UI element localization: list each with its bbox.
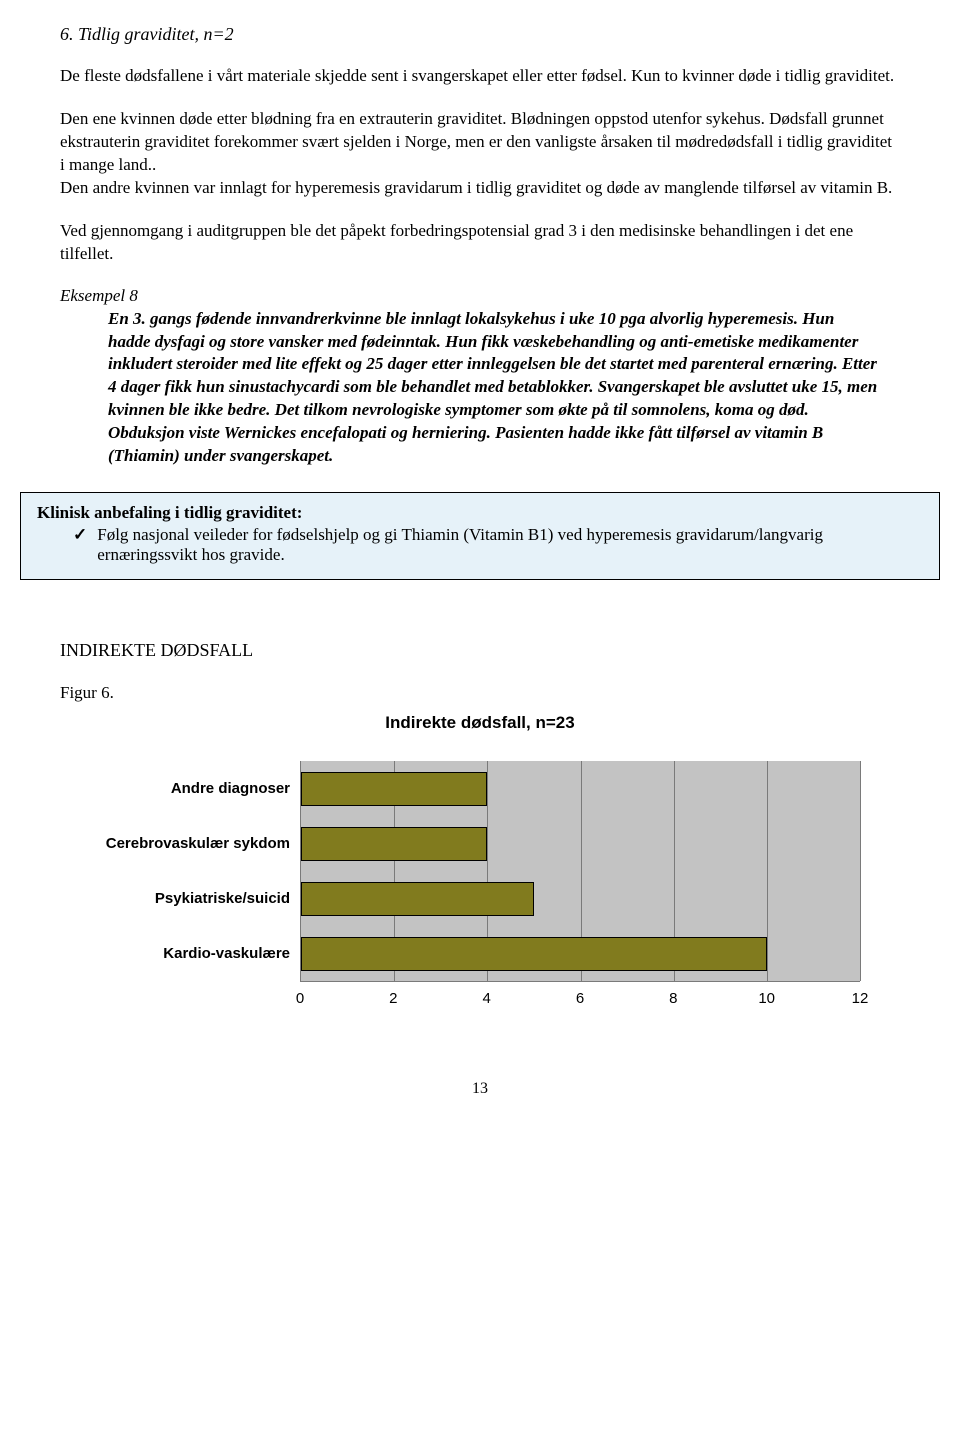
chart-x-tick: 6 — [576, 990, 584, 1007]
chart-gridline — [860, 761, 861, 981]
recommendation-title: Klinisk anbefaling i tidlig graviditet: — [37, 503, 923, 523]
chart-category-label: Cerebrovaskulær sykdom — [60, 835, 290, 852]
chart-category-label: Andre diagnoser — [60, 780, 290, 797]
bar-chart: Andre diagnoser Cerebrovaskulær sykdom Psy… — [60, 761, 860, 1010]
chart-x-axis: 024681012 — [300, 990, 860, 1010]
recommendation-item: ✓ Følg nasjonal veileder for fødselshjel… — [73, 525, 923, 565]
recommendation-text: Følg nasjonal veileder for fødselshjelp … — [97, 525, 923, 565]
page-number: 13 — [60, 1080, 900, 1098]
chart-row — [301, 926, 860, 981]
chart-row — [301, 761, 860, 816]
recommendation-box: Klinisk anbefaling i tidlig graviditet: … — [20, 492, 940, 580]
subsection-heading: INDIREKTE DØDSFALL — [60, 640, 900, 661]
chart-plot-area — [300, 761, 860, 982]
paragraph-4: Ved gjennomgang i auditgruppen ble det p… — [60, 220, 900, 266]
chart-x-tick: 10 — [758, 990, 775, 1007]
chart-bar — [301, 827, 487, 861]
chart-x-tick: 4 — [482, 990, 490, 1007]
chart-row — [301, 871, 860, 926]
chart-x-tick: 8 — [669, 990, 677, 1007]
chart-category-label: Kardio-vaskulære — [60, 945, 290, 962]
chart-title: Indirekte dødsfall, n=23 — [60, 713, 900, 733]
paragraph-3: Den andre kvinnen var innlagt for hypere… — [60, 177, 900, 200]
chart-category-label: Psykiatriske/suicid — [60, 890, 290, 907]
chart-bar — [301, 937, 767, 971]
check-icon: ✓ — [73, 525, 87, 565]
chart-bar — [301, 772, 487, 806]
paragraph-2: Den ene kvinnen døde etter blødning fra … — [60, 108, 900, 177]
chart-row — [301, 816, 860, 871]
figure-label: Figur 6. — [60, 683, 900, 703]
example-label: Eksempel 8 — [60, 286, 900, 306]
chart-x-tick: 12 — [852, 990, 869, 1007]
paragraph-1: De fleste dødsfallene i vårt materiale s… — [60, 65, 900, 88]
chart-x-tick: 2 — [389, 990, 397, 1007]
chart-x-tick: 0 — [296, 990, 304, 1007]
section-heading: 6. Tidlig graviditet, n=2 — [60, 24, 900, 45]
chart-y-labels: Andre diagnoser Cerebrovaskulær sykdom Psy… — [60, 761, 300, 981]
chart-bar — [301, 882, 534, 916]
example-body: En 3. gangs fødende innvandrerkvinne ble… — [108, 308, 880, 469]
